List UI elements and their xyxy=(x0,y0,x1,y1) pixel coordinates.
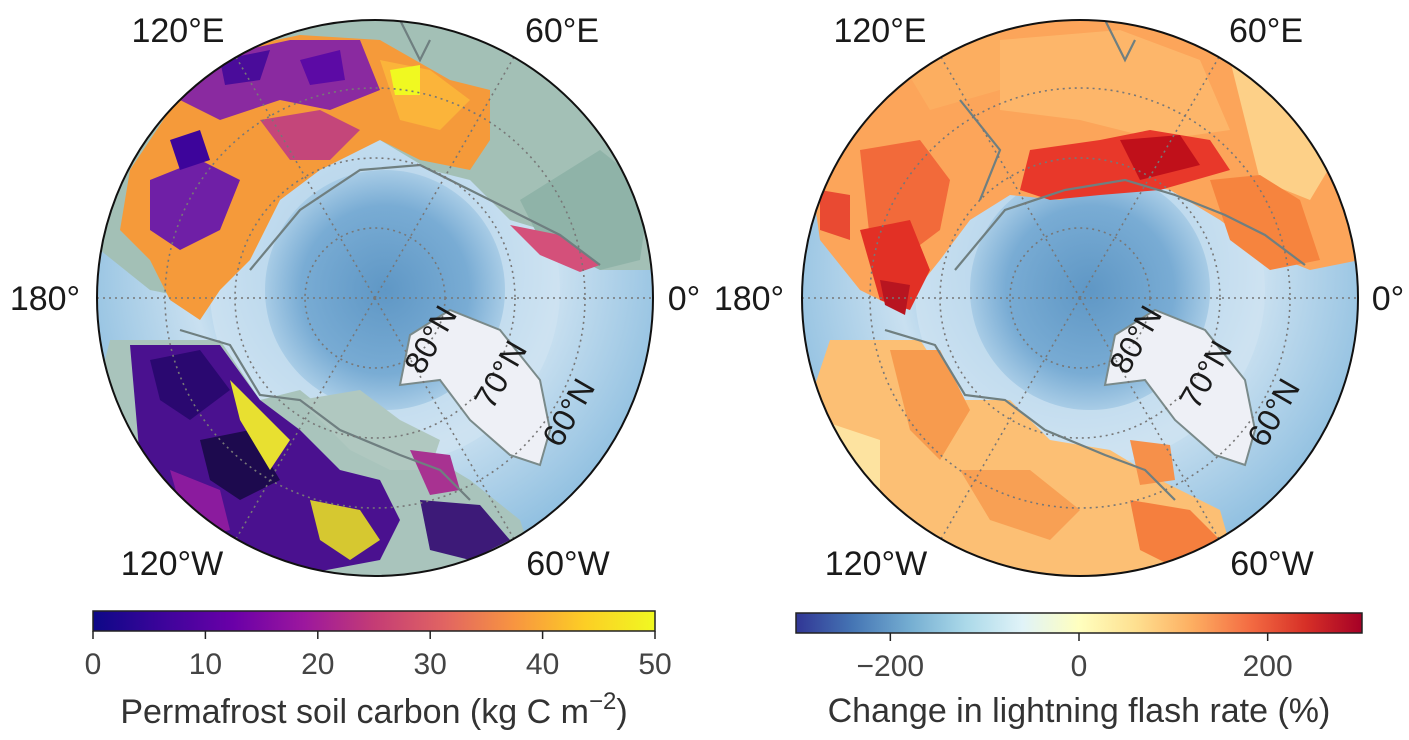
colorbar-right-bar xyxy=(795,612,1363,634)
lon-label-60e-right: 60°E xyxy=(1229,12,1303,50)
map-left: 120°E 60°E 180° 0° 120°W 60°W 80°N 70°N … xyxy=(10,12,701,583)
lon-label-120e-left: 120°E xyxy=(131,12,224,50)
lon-label-120w-left: 120°W xyxy=(121,545,223,583)
lon-label-120w-right: 120°W xyxy=(825,545,927,583)
greenland-left xyxy=(398,308,552,467)
colorbar-left-label: Permafrost soil carbon (kg C m−2) xyxy=(120,688,627,731)
colorbar-tick-label: 0 xyxy=(1071,650,1088,683)
colorbar-tick-label: 50 xyxy=(638,648,671,681)
colorbar-right: −200 0 200 Change in lightning flash rate … xyxy=(795,612,1363,730)
colorbar-tick-label: 40 xyxy=(526,648,559,681)
lon-label-0-left: 0° xyxy=(668,280,701,318)
graticule-left xyxy=(97,56,653,540)
colorbar-tick-label: 20 xyxy=(301,648,334,681)
lon-label-180-right: 180° xyxy=(714,280,784,318)
greenland-right xyxy=(1103,308,1257,467)
colorbar-left-bar xyxy=(92,610,656,632)
coastlines-right xyxy=(884,20,1306,501)
map-border-right xyxy=(801,19,1359,577)
map-right: 120°E 60°E 180° 0° 120°W 60°W 80°N 70°N … xyxy=(714,12,1405,583)
lon-label-60w-right: 60°W xyxy=(1230,545,1314,583)
graticule-right xyxy=(802,56,1358,540)
lightning-eurasia xyxy=(810,20,1358,315)
colorbar-tick-label: 30 xyxy=(414,648,447,681)
lon-label-60w-left: 60°W xyxy=(526,545,610,583)
lon-label-120e-right: 120°E xyxy=(833,12,926,50)
colorbar-right-label: Change in lightning flash rate (%) xyxy=(828,692,1331,730)
lon-label-0-right: 0° xyxy=(1372,280,1405,318)
colorbar-tick-label: 200 xyxy=(1243,650,1293,683)
lon-label-60e-left: 60°E xyxy=(525,12,599,50)
colorbar-tick-label: 10 xyxy=(189,648,222,681)
colorbar-tick-label: 0 xyxy=(85,648,102,681)
map-border-left xyxy=(96,19,654,577)
lon-label-180-left: 180° xyxy=(10,280,80,318)
colorbar-tick-label: −200 xyxy=(857,650,925,683)
colorbar-left: 0 10 20 30 40 50 Permafrost soil carbon (kg C… xyxy=(85,610,672,731)
